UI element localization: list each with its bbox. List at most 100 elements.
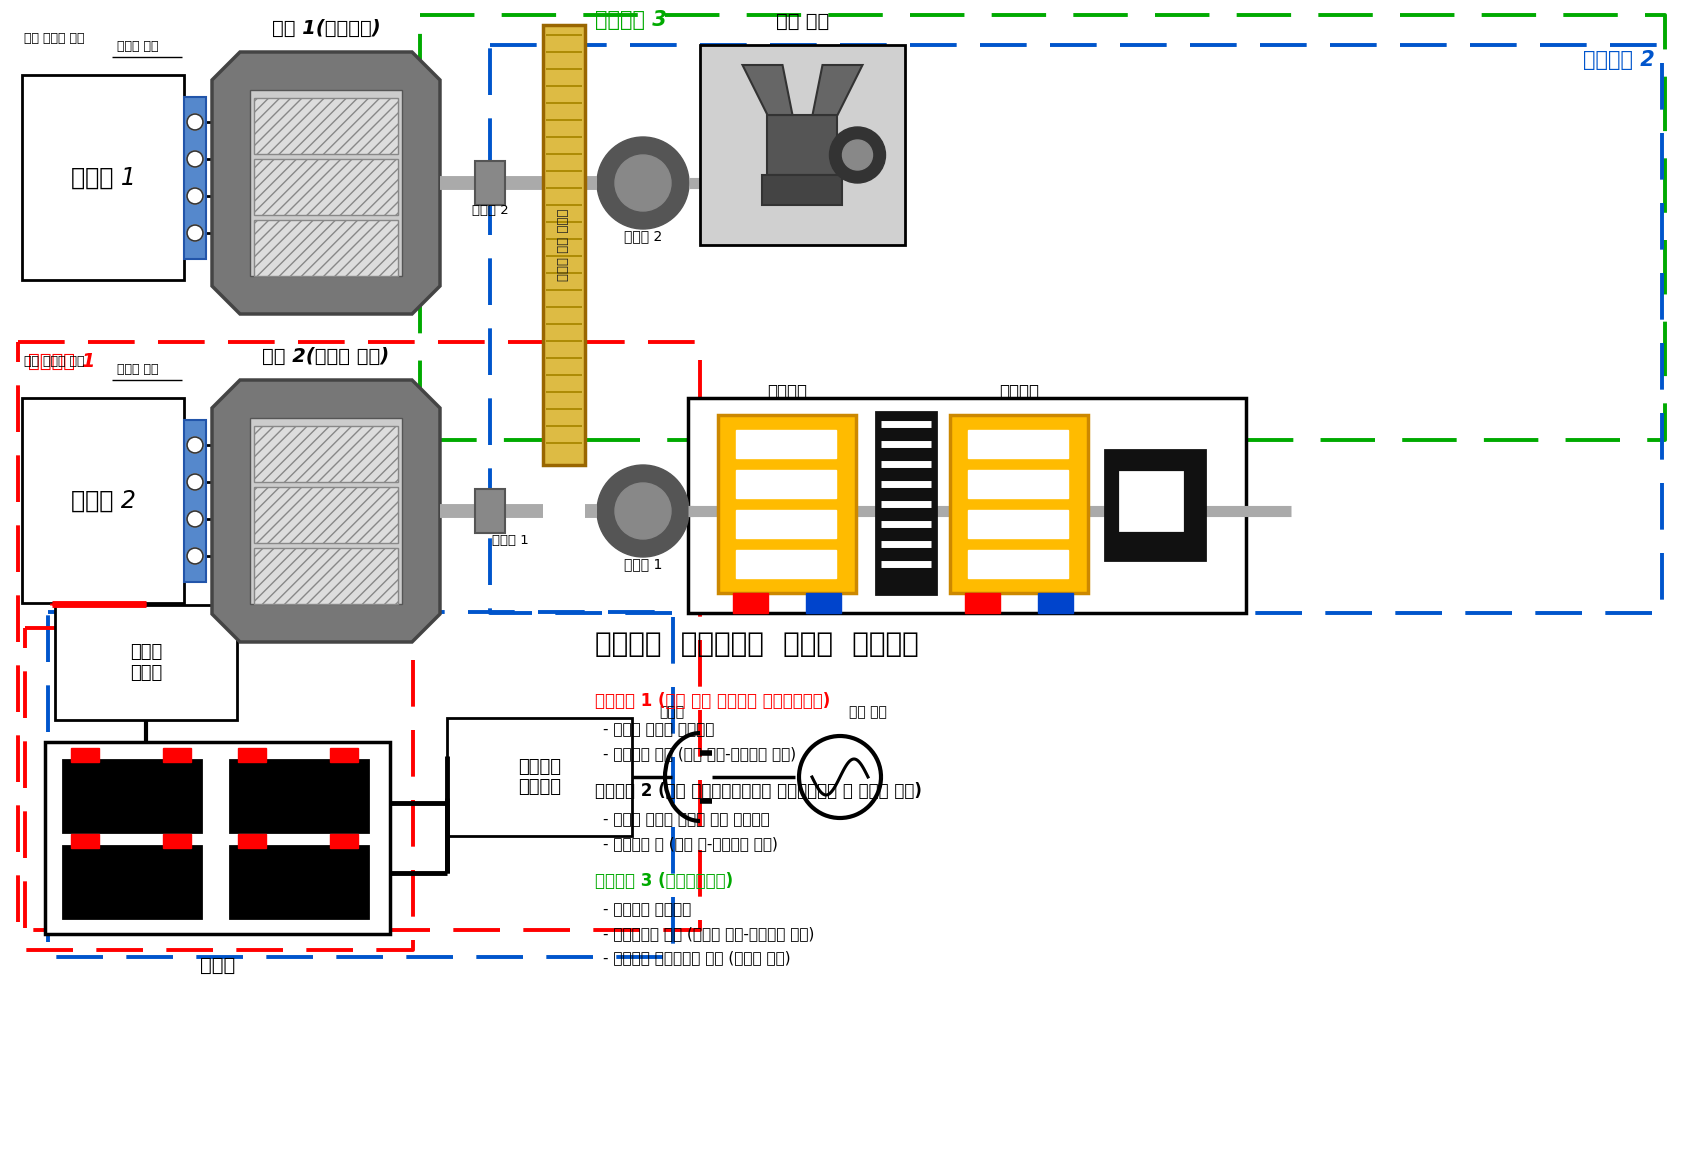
Bar — [806, 593, 842, 613]
Circle shape — [597, 465, 688, 557]
Bar — [950, 415, 1088, 593]
Bar — [331, 748, 358, 762]
Text: 토크센서: 토크센서 — [768, 383, 806, 401]
Bar — [876, 412, 936, 594]
Bar — [968, 470, 1068, 498]
Text: 양방향
컨버터: 양방향 컨버터 — [130, 643, 162, 681]
Bar — [447, 718, 633, 836]
Bar — [22, 75, 184, 280]
Text: 타이밍 풀리 단속기: 타이밍 풀리 단속기 — [557, 209, 570, 281]
Bar — [250, 419, 402, 604]
Circle shape — [187, 151, 202, 167]
Text: 운전전략 3 (고속운전영역): 운전전략 3 (고속운전영역) — [596, 872, 734, 890]
Bar — [1105, 450, 1205, 560]
Circle shape — [187, 474, 202, 490]
Text: - 엔진과 구동용 모터로 차량 동시기동: - 엔진과 구동용 모터로 차량 동시기동 — [602, 812, 769, 827]
Bar — [968, 550, 1068, 578]
Bar — [22, 398, 184, 603]
Polygon shape — [213, 380, 440, 642]
Text: - 전동기출력 오프 (전동기 오프-제어신호 인가): - 전동기출력 오프 (전동기 오프-제어신호 인가) — [602, 926, 815, 941]
Bar — [255, 548, 398, 604]
Bar — [476, 489, 504, 533]
Circle shape — [187, 548, 202, 564]
Text: 감속기 2: 감속기 2 — [624, 229, 661, 243]
Text: - 엔진으로 차량기동: - 엔진으로 차량기동 — [602, 902, 692, 917]
Bar — [164, 748, 191, 762]
Text: 개발 인버터 사용: 개발 인버터 사용 — [24, 355, 84, 368]
Text: - 구동용 모터로 차량기동: - 구동용 모터로 차량기동 — [602, 722, 714, 737]
Bar — [255, 425, 398, 482]
Text: 인버터 2: 인버터 2 — [71, 489, 135, 512]
Text: 운전전략 1 (차량 정지 상태에서 저속운전영역): 운전전략 1 (차량 정지 상태에서 저속운전영역) — [596, 692, 830, 710]
Circle shape — [187, 511, 202, 527]
Text: 엔코더 신호: 엔코더 신호 — [116, 40, 159, 53]
Polygon shape — [813, 65, 862, 115]
Bar — [255, 487, 398, 543]
Text: 인버터 1: 인버터 1 — [71, 166, 135, 189]
Text: 모터 1(엔진대응): 모터 1(엔진대응) — [272, 18, 380, 38]
Bar — [736, 470, 837, 498]
Polygon shape — [742, 65, 793, 115]
Bar — [71, 834, 100, 847]
Bar — [255, 220, 398, 276]
Bar — [768, 115, 837, 175]
Text: 범용 인버터 사용: 범용 인버터 사용 — [24, 32, 84, 45]
Bar — [250, 90, 402, 276]
Bar — [763, 175, 842, 205]
Text: 소형 엔진: 소형 엔진 — [776, 12, 828, 31]
Bar — [62, 846, 201, 918]
Text: 배터리: 배터리 — [199, 956, 234, 975]
Bar — [164, 834, 191, 847]
Bar — [255, 159, 398, 214]
Bar — [1120, 472, 1183, 530]
Text: 플러그인  하이브리드  자동차  운전전략: 플러그인 하이브리드 자동차 운전전략 — [596, 630, 919, 658]
Bar — [1038, 593, 1073, 613]
Bar — [965, 593, 1000, 613]
Bar — [732, 593, 768, 613]
Bar — [688, 398, 1247, 613]
Bar — [229, 846, 368, 918]
Bar — [56, 605, 236, 719]
Bar — [968, 510, 1068, 538]
Text: 엔코더 신호: 엔코더 신호 — [116, 363, 159, 376]
Bar — [719, 415, 855, 593]
Bar — [736, 430, 837, 458]
Bar — [476, 161, 504, 205]
Bar — [238, 834, 267, 847]
Bar — [71, 748, 100, 762]
Bar — [46, 743, 390, 934]
Text: 운전전략 1: 운전전략 1 — [29, 352, 96, 371]
Circle shape — [187, 188, 202, 204]
Circle shape — [187, 114, 202, 130]
Circle shape — [842, 140, 872, 169]
Circle shape — [616, 155, 671, 211]
Bar — [968, 430, 1068, 458]
Text: 커플링 1: 커플링 1 — [491, 534, 528, 547]
Polygon shape — [213, 52, 440, 314]
Bar — [238, 748, 267, 762]
Circle shape — [616, 483, 671, 538]
Circle shape — [187, 225, 202, 241]
Text: 모터 2(구동용 모터): 모터 2(구동용 모터) — [263, 347, 390, 366]
Bar — [700, 45, 904, 244]
Text: - 엔진출력 온 (엔진 온-제어신호 인가): - 엔진출력 온 (엔진 온-제어신호 인가) — [602, 836, 778, 851]
Circle shape — [830, 127, 886, 183]
Text: - 전동기는 발전모드로 전환 (배터리 충전): - 전동기는 발전모드로 전환 (배터리 충전) — [602, 950, 791, 965]
Text: 플러그인
충전장치: 플러그인 충전장치 — [518, 758, 562, 797]
Bar — [255, 98, 398, 155]
Text: 속도센서: 속도센서 — [999, 383, 1039, 401]
Text: 운전전략 2: 운전전략 2 — [1584, 50, 1655, 70]
Circle shape — [597, 137, 688, 229]
Text: 운전전략 3: 운전전략 3 — [596, 10, 666, 30]
Bar — [184, 97, 206, 259]
Bar — [62, 760, 201, 832]
Bar — [736, 550, 837, 578]
Bar — [229, 760, 368, 832]
Bar — [184, 420, 206, 582]
Text: 감속기 1: 감속기 1 — [624, 557, 663, 571]
Text: - 엔진출력 오프 (엔진 오프-제어신호 인가): - 엔진출력 오프 (엔진 오프-제어신호 인가) — [602, 746, 796, 761]
Text: 운전전략 2 (일정 저속운전영역에서 중속운전영역 및 오르막 구간): 운전전략 2 (일정 저속운전영역에서 중속운전영역 및 오르막 구간) — [596, 782, 921, 800]
Text: 커플링 2: 커플링 2 — [472, 204, 508, 217]
Bar — [543, 25, 585, 465]
Circle shape — [187, 437, 202, 453]
